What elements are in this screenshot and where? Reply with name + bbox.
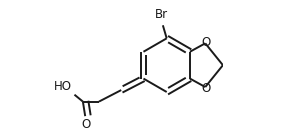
Text: O: O	[202, 82, 211, 95]
Text: Br: Br	[155, 8, 168, 22]
Text: HO: HO	[54, 80, 72, 93]
Text: O: O	[81, 118, 90, 132]
Text: O: O	[202, 36, 211, 49]
